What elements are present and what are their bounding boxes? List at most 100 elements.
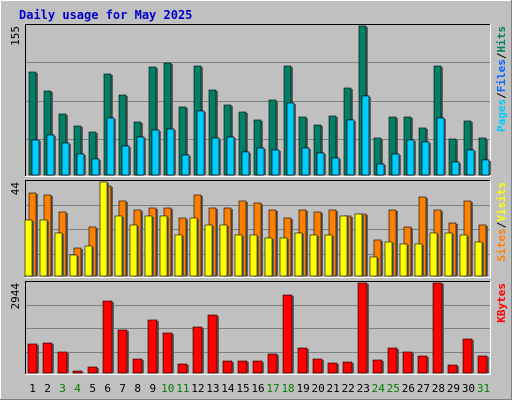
- legend-label: KBytes: [495, 283, 508, 323]
- bar-kbytes-day-20: [312, 358, 323, 374]
- bar-kbytes-day-18: [282, 294, 293, 374]
- chart-title: Daily usage for May 2025: [19, 8, 192, 22]
- bar-pages-day-20: [316, 152, 325, 176]
- x-tick-label: 20: [312, 382, 325, 395]
- bar-pages-day-2: [46, 134, 55, 176]
- x-tick-label: 13: [206, 382, 219, 395]
- bar-pages-day-6: [106, 117, 115, 176]
- bar-kbytes-day-10: [162, 332, 173, 374]
- bar-kbytes-day-23: [357, 282, 368, 374]
- bar-pages-day-18: [286, 102, 295, 176]
- bar-sites-day-17: [264, 237, 273, 277]
- x-tick-label: 22: [342, 382, 355, 395]
- bar-sites-day-3: [54, 232, 63, 277]
- bar-sites-day-26: [399, 243, 408, 277]
- y-max-label: 44: [9, 182, 22, 196]
- bar-kbytes-day-3: [57, 351, 68, 374]
- bar-sites-day-24: [369, 256, 378, 277]
- bar-pages-day-10: [166, 128, 175, 176]
- bar-pages-day-22: [346, 119, 355, 176]
- side-legend: Sites/Visits: [495, 182, 508, 262]
- bar-pages-day-30: [466, 149, 475, 176]
- bar-kbytes-day-13: [207, 314, 218, 374]
- x-tick-label: 30: [462, 382, 475, 395]
- legend-separator: /: [495, 221, 508, 228]
- x-tick-label: 26: [402, 382, 415, 395]
- bar-sites-day-14: [219, 224, 228, 277]
- bar-sites-day-18: [279, 237, 288, 277]
- bar-pages-day-27: [421, 141, 430, 176]
- bar-pages-day-17: [271, 149, 280, 176]
- bar-kbytes-day-6: [102, 300, 113, 374]
- x-tick-label: 5: [89, 382, 96, 395]
- bar-pages-day-15: [241, 151, 250, 176]
- x-tick-label: 1: [29, 382, 36, 395]
- x-tick-label: 15: [236, 382, 249, 395]
- bar-kbytes-day-19: [297, 347, 308, 374]
- bar-pages-day-7: [121, 145, 130, 176]
- x-tick-label: 2: [44, 382, 51, 395]
- x-tick-label: 17: [266, 382, 279, 395]
- bar-sites-day-8: [129, 224, 138, 277]
- bar-kbytes-day-17: [267, 353, 278, 374]
- bar-pages-day-5: [91, 158, 100, 176]
- bar-sites-day-22: [339, 215, 348, 277]
- bar-kbytes-day-8: [132, 358, 143, 374]
- bar-kbytes-day-2: [42, 342, 53, 374]
- x-tick-label: 3: [59, 382, 66, 395]
- bar-pages-day-11: [181, 154, 190, 176]
- panel-kbytes: 2944 KBytes: [9, 281, 508, 375]
- y-max-label: 155: [9, 26, 22, 46]
- bar-pages-day-28: [436, 117, 445, 176]
- bar-pages-day-21: [331, 157, 340, 176]
- bar-kbytes-day-28: [432, 282, 443, 374]
- bar-kbytes-day-25: [387, 347, 398, 374]
- bar-pages-day-24: [376, 163, 385, 176]
- bar-sites-day-1: [24, 219, 33, 277]
- x-tick-label: 10: [161, 382, 174, 395]
- bar-sites-day-2: [39, 219, 48, 277]
- x-tick-label: 31: [477, 382, 490, 395]
- x-tick-label: 21: [327, 382, 340, 395]
- bar-sites-day-25: [384, 241, 393, 277]
- bar-sites-day-4: [69, 254, 78, 277]
- bar-kbytes-day-21: [327, 362, 338, 374]
- bar-sites-day-29: [444, 232, 453, 277]
- bar-kbytes-day-22: [342, 361, 353, 374]
- bar-sites-day-30: [459, 234, 468, 277]
- bar-pages-day-12: [196, 110, 205, 176]
- bar-sites-day-13: [204, 224, 213, 277]
- x-tick-label: 18: [281, 382, 294, 395]
- bar-kbytes-day-5: [87, 366, 98, 374]
- x-tick-label: 12: [191, 382, 204, 395]
- bar-pages-day-26: [406, 139, 415, 176]
- bar-pages-day-3: [61, 142, 70, 176]
- bar-sites-day-7: [114, 215, 123, 277]
- x-tick-label: 19: [296, 382, 309, 395]
- bar-kbytes-day-31: [477, 355, 488, 374]
- bar-pages-day-14: [226, 136, 235, 176]
- legend-label: Hits: [495, 26, 508, 53]
- x-tick-label: 25: [387, 382, 400, 395]
- bar-kbytes-day-1: [27, 343, 38, 374]
- legend-separator: /: [495, 92, 508, 99]
- bar-pages-day-1: [31, 139, 40, 176]
- x-tick-label: 9: [149, 382, 156, 395]
- y-max-label: 2944: [9, 283, 22, 310]
- x-tick-label: 7: [119, 382, 126, 395]
- bar-sites-day-31: [474, 241, 483, 277]
- x-tick-label: 14: [221, 382, 235, 395]
- bar-sites-day-19: [294, 232, 303, 277]
- bar-kbytes-day-7: [117, 329, 128, 374]
- bar-kbytes-day-14: [222, 360, 233, 374]
- legend-label: Visits: [495, 182, 508, 222]
- bar-sites-day-20: [309, 234, 318, 277]
- side-legend: Pages/Files/Hits: [495, 26, 508, 132]
- legend-label: Pages: [495, 99, 508, 132]
- bar-sites-day-12: [189, 217, 198, 277]
- x-tick-label: 6: [104, 382, 111, 395]
- bar-sites-day-5: [84, 245, 93, 277]
- bar-sites-day-15: [234, 234, 243, 277]
- bar-pages-day-16: [256, 147, 265, 176]
